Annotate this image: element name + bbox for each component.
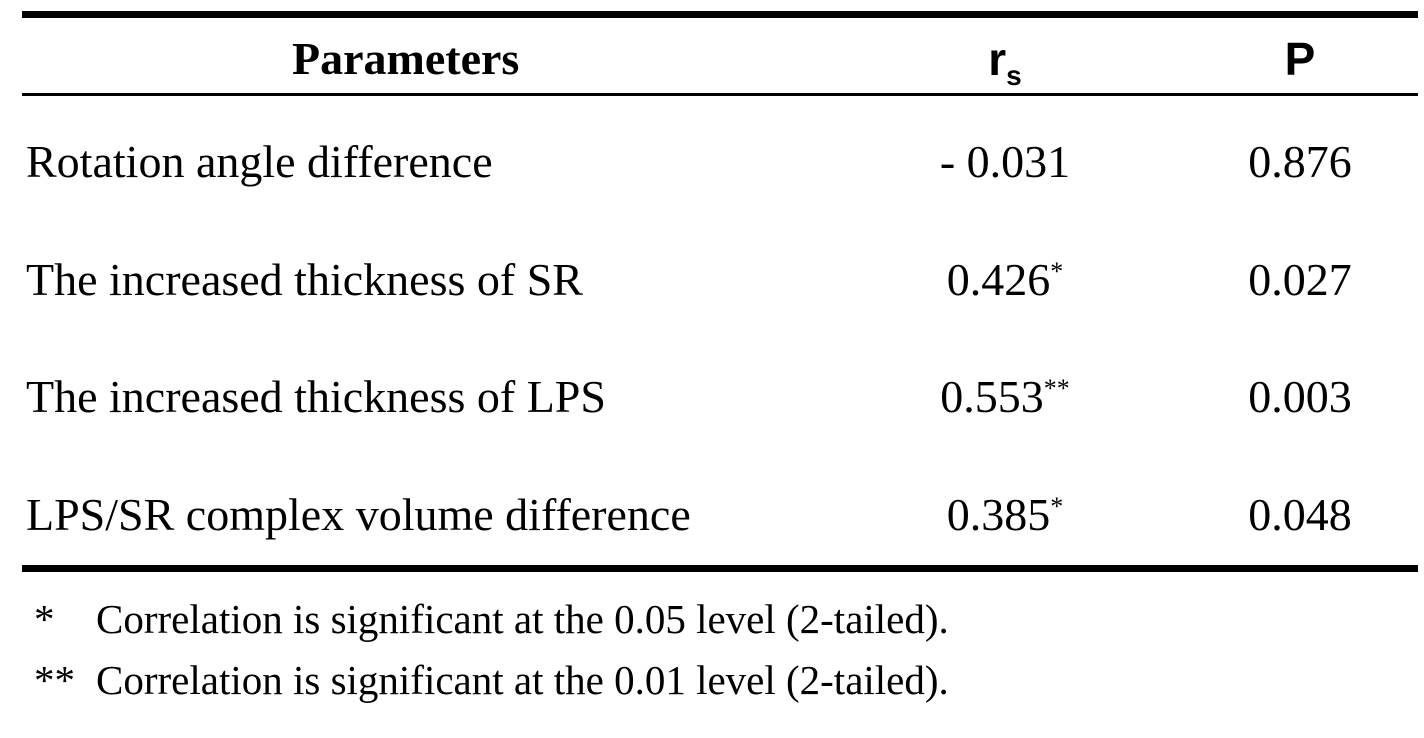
bottom-rule bbox=[22, 565, 1418, 572]
row-rs: 0.426* bbox=[900, 254, 1110, 306]
rs-value: 0.553 bbox=[940, 371, 1044, 422]
header-rs-main: r bbox=[988, 33, 1007, 85]
header-parameters: Parameters bbox=[292, 33, 520, 84]
footnote-mark: * bbox=[34, 596, 55, 642]
footnote: * Correlation is significant at the 0.05 … bbox=[34, 596, 949, 642]
header-p: P bbox=[1284, 33, 1316, 85]
significance-mark: * bbox=[1050, 492, 1064, 521]
top-rule bbox=[22, 11, 1418, 18]
header-rs: rs bbox=[900, 33, 1110, 102]
row-parameter: The increased thickness of LPS bbox=[26, 371, 606, 422]
row-parameter: LPS/SR complex volume difference bbox=[26, 489, 691, 540]
footnote: ** Correlation is significant at the 0.01… bbox=[34, 657, 949, 703]
row-parameter: Rotation angle difference bbox=[26, 136, 493, 187]
row-rs: 0.553** bbox=[900, 371, 1110, 423]
footnote-mark: ** bbox=[34, 657, 75, 703]
footnote-text: Correlation is significant at the 0.05 l… bbox=[96, 596, 949, 642]
significance-mark: ** bbox=[1043, 374, 1070, 403]
significance-mark: * bbox=[1050, 257, 1064, 286]
rs-value: - 0.031 bbox=[939, 136, 1071, 187]
header-rule bbox=[22, 93, 1418, 96]
row-p: 0.048 bbox=[1248, 489, 1352, 540]
row-p: 0.003 bbox=[1248, 371, 1352, 422]
header-rs-subscript: s bbox=[1006, 60, 1022, 92]
row-p: 0.876 bbox=[1248, 136, 1352, 187]
rs-value: 0.426 bbox=[946, 254, 1051, 305]
footnote-text: Correlation is significant at the 0.01 l… bbox=[96, 657, 949, 703]
rs-value: 0.385 bbox=[946, 489, 1051, 540]
row-rs: - 0.031 bbox=[900, 136, 1110, 188]
row-rs: 0.385* bbox=[900, 489, 1110, 541]
row-p: 0.027 bbox=[1248, 254, 1352, 305]
row-parameter: The increased thickness of SR bbox=[26, 254, 583, 305]
